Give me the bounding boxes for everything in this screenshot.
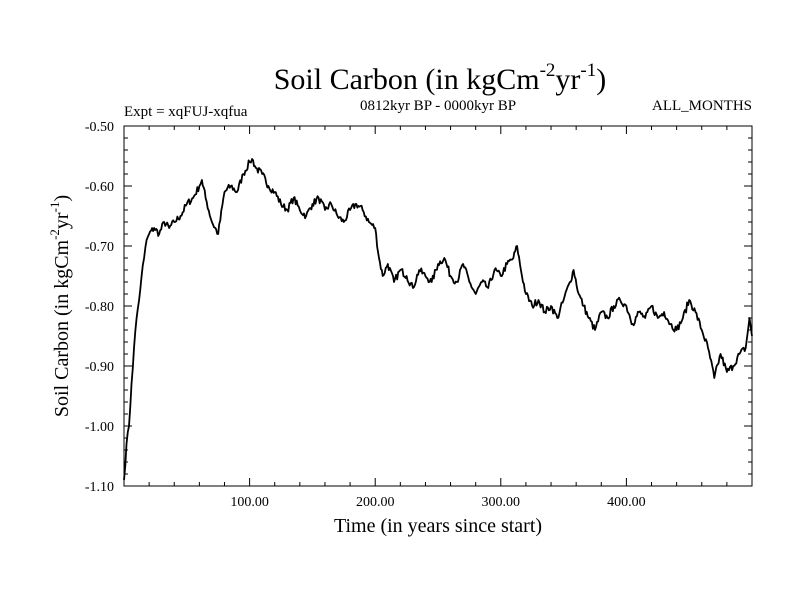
series-line [123, 158, 753, 481]
subtitle-period: 0812kyr BP - 0000kyr BP [360, 98, 516, 114]
y-tick-label: -0.80 [85, 300, 114, 315]
subtitle-experiment: Expt = xqFUJ-xqfua [124, 104, 248, 120]
x-axis-label: Time (in years since start) [334, 515, 542, 537]
chart-title: Soil Carbon (in kgCm-2yr-1) [274, 60, 607, 96]
axis-ticks [124, 125, 752, 487]
y-tick-label: -0.60 [85, 180, 114, 195]
y-tick-label: -0.50 [85, 120, 114, 135]
subtitle-months: ALL_MONTHS [652, 98, 752, 114]
y-tick-label: -0.70 [85, 240, 114, 255]
y-axis-label: Soil Carbon (in kgCm-2yr-1) [47, 195, 73, 417]
x-tick-label: 300.00 [482, 495, 521, 510]
y-tick-label: -0.90 [85, 360, 114, 375]
y-tick-label: -1.10 [85, 480, 114, 495]
x-tick-label: 400.00 [607, 495, 646, 510]
x-tick-label: 200.00 [356, 495, 395, 510]
y-tick-label: -1.00 [85, 420, 114, 435]
plot-frame [123, 125, 753, 487]
x-tick-label: 100.00 [230, 495, 269, 510]
y-tick-labels: -1.10 -1.00 -0.90 -0.80 -0.70 -0.60 -0.50 [85, 120, 114, 495]
x-tick-labels: 100.00 200.00 300.00 400.00 [230, 495, 645, 510]
